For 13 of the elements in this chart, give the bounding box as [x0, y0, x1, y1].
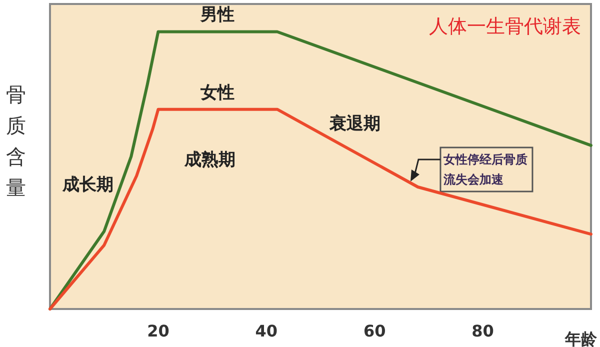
- annotation: 成熟期: [184, 150, 236, 170]
- annotation: 衰退期: [328, 114, 380, 134]
- x-tick-label: 40: [255, 322, 278, 340]
- series-label: 女性: [200, 82, 235, 103]
- series-label: 男性: [200, 5, 235, 26]
- x-axis-title: 年龄: [564, 330, 598, 347]
- x-tick-label: 20: [147, 322, 170, 340]
- y-axis-title: 骨质含量: [6, 84, 26, 200]
- x-tick-label: 60: [363, 322, 386, 340]
- chart-title: 人体一生骨代谢表: [429, 16, 581, 38]
- x-tick-label: 80: [472, 322, 494, 340]
- annotation: 成长期: [62, 175, 114, 195]
- annotation: 女性停经后骨质流失会加速: [442, 152, 528, 186]
